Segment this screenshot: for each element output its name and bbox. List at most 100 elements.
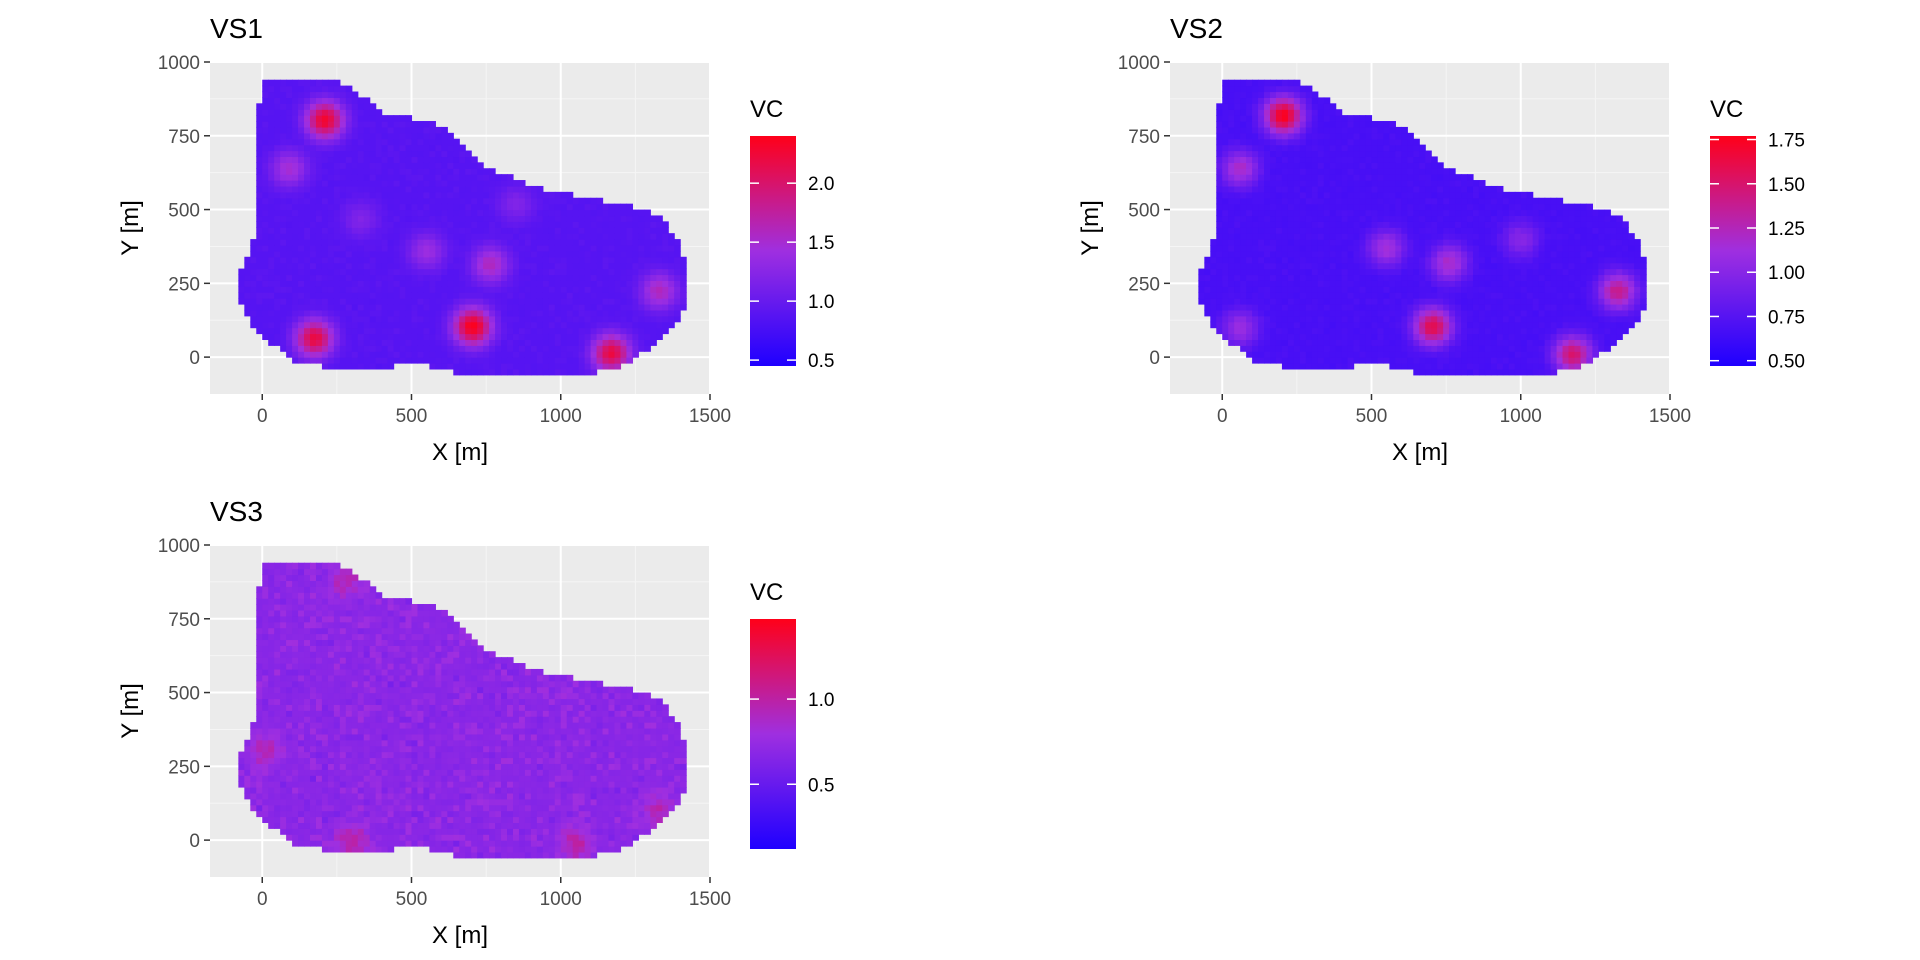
heatmap-cell bbox=[1287, 150, 1295, 158]
heatmap-cell bbox=[1240, 298, 1247, 305]
heatmap-cell bbox=[1353, 357, 1361, 364]
heatmap-cell bbox=[578, 298, 586, 305]
heatmap-cell bbox=[1347, 233, 1355, 240]
heatmap-cell bbox=[1311, 315, 1319, 323]
heatmap-cell bbox=[363, 185, 371, 193]
heatmap-cell bbox=[1264, 180, 1271, 187]
heatmap-cell bbox=[501, 191, 508, 199]
heatmap-cell bbox=[1526, 197, 1534, 205]
heatmap-cell bbox=[542, 268, 550, 276]
heatmap-cell bbox=[644, 209, 651, 217]
heatmap-cell bbox=[453, 280, 460, 287]
heatmap-cell bbox=[1216, 109, 1223, 116]
heatmap-cell bbox=[554, 363, 562, 370]
heatmap-cell bbox=[1353, 274, 1361, 281]
heatmap-cell bbox=[304, 144, 311, 152]
heatmap-cell bbox=[1455, 309, 1462, 317]
heatmap-cell bbox=[429, 221, 436, 228]
heatmap-cell bbox=[1264, 274, 1271, 281]
heatmap-cell bbox=[1413, 351, 1420, 358]
heatmap-cell bbox=[1526, 256, 1534, 264]
heatmap-cell bbox=[369, 209, 377, 217]
heatmap-cell bbox=[1341, 339, 1349, 346]
heatmap-cell bbox=[286, 79, 293, 87]
heatmap-cell bbox=[1478, 185, 1486, 193]
heatmap-cell bbox=[1305, 274, 1313, 281]
heatmap-cell bbox=[1234, 138, 1241, 146]
heatmap-cell bbox=[1246, 174, 1253, 181]
heatmap-cell bbox=[304, 309, 311, 317]
heatmap-cell bbox=[1240, 174, 1247, 181]
heatmap-cell bbox=[315, 156, 323, 163]
heatmap-cell bbox=[429, 174, 436, 181]
heatmap-cell bbox=[321, 274, 329, 281]
heatmap-cell bbox=[650, 292, 657, 299]
heatmap-cell bbox=[1258, 268, 1265, 276]
heatmap-cell bbox=[1401, 239, 1408, 246]
heatmap-cell bbox=[596, 197, 604, 205]
heatmap-cell bbox=[1532, 227, 1540, 234]
heatmap-cell bbox=[620, 268, 628, 276]
heatmap-cell bbox=[512, 180, 520, 187]
heatmap-cell bbox=[614, 339, 622, 346]
heatmap-cell bbox=[1431, 274, 1438, 281]
heatmap-cell bbox=[1419, 357, 1426, 364]
heatmap-cell bbox=[626, 303, 633, 311]
heatmap-cell bbox=[459, 209, 466, 217]
heatmap-cell bbox=[310, 150, 317, 158]
heatmap-cell bbox=[1455, 292, 1462, 299]
heatmap-cell bbox=[1216, 168, 1223, 175]
heatmap-cell bbox=[339, 280, 347, 287]
heatmap-cell bbox=[1514, 292, 1522, 299]
heatmap-cell bbox=[1508, 345, 1516, 352]
heatmap-cell bbox=[1264, 280, 1271, 287]
heatmap-cells bbox=[238, 79, 687, 376]
heatmap-cell bbox=[429, 298, 436, 305]
heatmap-cell bbox=[1508, 256, 1516, 264]
heatmap-cell bbox=[1496, 250, 1504, 258]
heatmap-cell bbox=[1281, 363, 1289, 370]
heatmap-cell bbox=[483, 168, 490, 175]
heatmap-cell bbox=[262, 185, 269, 193]
heatmap-cell bbox=[1532, 256, 1540, 264]
heatmap-cell bbox=[1258, 162, 1265, 169]
heatmap-cell bbox=[542, 280, 550, 287]
heatmap-cell bbox=[1287, 239, 1295, 246]
heatmap-cell bbox=[1317, 115, 1325, 122]
heatmap-cell bbox=[542, 298, 550, 305]
heatmap-cell bbox=[298, 309, 305, 317]
heatmap-cell bbox=[495, 250, 502, 258]
heatmap-cell bbox=[256, 239, 263, 246]
heatmap-cell bbox=[292, 351, 299, 358]
heatmap-cell bbox=[608, 363, 616, 370]
heatmap-cell bbox=[363, 321, 371, 329]
heatmap-cell bbox=[1431, 209, 1438, 217]
heatmap-cell bbox=[1407, 180, 1414, 187]
heatmap-cell bbox=[1520, 303, 1528, 311]
heatmap-cell bbox=[650, 280, 657, 287]
heatmap-cell bbox=[1377, 309, 1385, 317]
heatmap-cell bbox=[1377, 215, 1385, 222]
heatmap-cell bbox=[357, 180, 365, 187]
heatmap-cell bbox=[339, 132, 347, 140]
heatmap-cell bbox=[411, 121, 419, 128]
heatmap-cell bbox=[1478, 363, 1486, 370]
heatmap-cell bbox=[333, 327, 341, 335]
heatmap-cell bbox=[357, 303, 365, 311]
heatmap-cell bbox=[1449, 174, 1456, 181]
heatmap-cell bbox=[1407, 168, 1414, 175]
heatmap-cell bbox=[423, 268, 430, 276]
heatmap-cell bbox=[310, 321, 317, 329]
heatmap-cell bbox=[1449, 321, 1456, 329]
heatmap-cell bbox=[1222, 268, 1229, 276]
heatmap-cell bbox=[339, 221, 347, 228]
heatmap-cell bbox=[393, 315, 401, 323]
heatmap-cell bbox=[327, 150, 335, 158]
heatmap-cell bbox=[1329, 150, 1337, 158]
heatmap-cell bbox=[310, 221, 317, 228]
heatmap-cell bbox=[1335, 268, 1343, 276]
heatmap-cell bbox=[393, 156, 401, 163]
heatmap-cell bbox=[304, 315, 311, 323]
heatmap-cell bbox=[310, 345, 317, 352]
heatmap-cell bbox=[465, 168, 472, 175]
